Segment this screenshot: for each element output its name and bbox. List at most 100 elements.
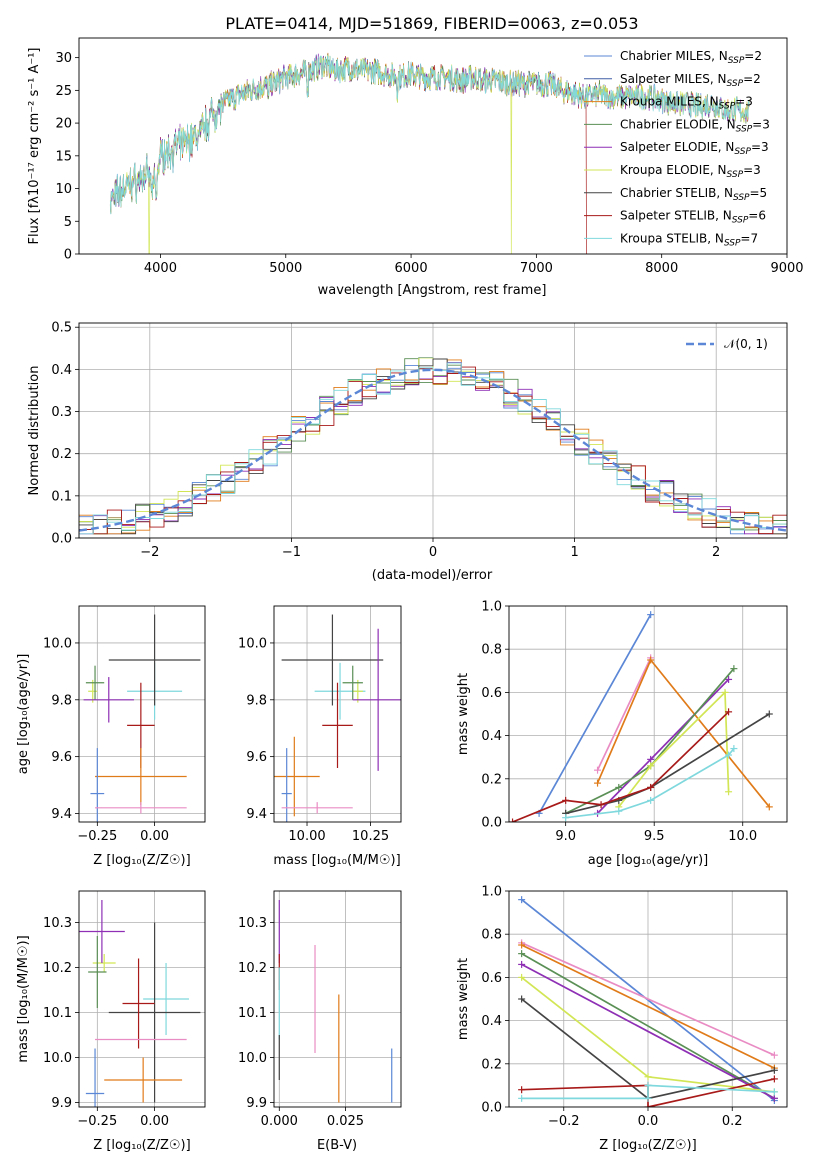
mass_vs_Z-ytick-label: 10.1 (43, 1006, 72, 1021)
mass_weight_vs_age-ylabel: mass weight (456, 673, 471, 755)
legend-label-chabrier-elodie: Chabrier ELODIE, NSSP=3 (620, 117, 770, 134)
legend-count: =3 (735, 95, 753, 109)
mass_vs_ebv-ytick-label: 10.1 (238, 1006, 267, 1021)
mass_weight_vs_Z-plot-area (509, 891, 787, 1107)
mass_vs_Z-xlabel: Z [log₁₀(Z/Z☉)] (93, 1138, 190, 1153)
spectrum-xtick-label: 4000 (144, 261, 177, 276)
plot-layer: 4000 5000 6000 7000 8000 9000051015202530wave… (16, 37, 804, 1153)
mass_vs_ebv-frame (273, 890, 402, 1108)
spectrum-ytick-label: 30 (55, 51, 72, 66)
mass_weight_vs_Z-ytick-label: 0.0 (481, 1101, 502, 1116)
mass_weight_vs_age-frame (508, 605, 788, 823)
age_vs_mass-xtick-label: 10.25 (352, 829, 389, 844)
mass_vs_ebv-ytick-label: 10.3 (238, 916, 267, 931)
age_vs_Z-ylabel: age [log₁₀(age/yr)] (16, 654, 31, 775)
mass_weight_vs_Z-ytick-label: 0.4 (481, 1014, 502, 1029)
mass_weight_vs_Z-line-salpeter-elodie (521, 963, 775, 1100)
residuals-ytick-label: 0.3 (51, 405, 72, 420)
age_vs_Z-plot-area (79, 606, 205, 822)
mass_weight_vs_age-line-pink (596, 657, 652, 771)
mass_vs_ebv-xlabel: E(B-V) (317, 1138, 357, 1153)
mass_weight_vs_age-xtick-label: 9.5 (644, 829, 665, 844)
spectrum-xtick-label: 8000 (645, 261, 678, 276)
mass_weight_vs_age-xlabel: age [log₁₀(age/yr)] (588, 853, 709, 868)
legend-text: Salpeter ELODIE, N (620, 140, 734, 154)
legend-subscript: SSP (728, 56, 745, 66)
age_vs_mass-ytick-label: 10.0 (238, 636, 267, 651)
mass_vs_ebv-ytick-label: 9.9 (246, 1096, 267, 1111)
normal-legend-label: 𝒩(0, 1) (724, 337, 768, 351)
legend-count: =6 (748, 209, 766, 223)
legend-text: Salpeter MILES, N (620, 72, 727, 86)
residuals-xtick-label: 2 (712, 545, 720, 560)
legend-count: =3 (751, 140, 769, 154)
legend-text: Chabrier ELODIE, N (620, 117, 736, 131)
residuals-ytick-label: 0.0 (51, 532, 72, 547)
mass_weight_vs_age-ytick-label: 0.8 (481, 643, 502, 658)
legend-subscript: SSP (727, 79, 744, 89)
age_vs_mass-frame (273, 605, 402, 823)
age_vs_mass-ytick-label: 9.4 (246, 807, 267, 822)
residuals-ylabel: Normed distribution (27, 366, 42, 496)
mass_vs_Z-frame (78, 890, 206, 1108)
spectrum-xtick-label: 7000 (520, 261, 553, 276)
residuals-xlabel: (data-model)/error (372, 568, 493, 583)
legend-label-kroupa-elodie: Kroupa ELODIE, NSSP=3 (620, 163, 761, 180)
legend-text: Kroupa STELIB, N (620, 231, 724, 245)
residuals-ytick-label: 0.5 (51, 321, 72, 336)
legend-text: Chabrier STELIB, N (620, 186, 733, 200)
legend-text: Salpeter STELIB, N (620, 209, 732, 223)
mass_vs_Z-panel: −0.25 0.00 9.9 10.0 10.1 10.2 10.3 Z [log₁₀(Z/Z… (16, 890, 206, 1153)
mass_vs_Z-ytick-label: 10.0 (43, 1051, 72, 1066)
mass_weight_vs_age-line-kroupa-elodie (618, 690, 730, 808)
spectrum-xtick-label: 6000 (395, 261, 428, 276)
legend-text: Chabrier MILES, N (620, 49, 728, 63)
mass_vs_ebv-ytick-label: 10.2 (238, 961, 267, 976)
mass_weight_vs_age-panel: 9.0 9.5 10.0 0.0 0.2 0.4 0.6 0.8 1.0 age [log₁₀(a… (456, 600, 788, 868)
mass_vs_ebv-xtick-label: 0.000 (261, 1114, 298, 1129)
mass_weight_vs_age-line-chabrier-elodie (565, 668, 735, 815)
age_vs_Z-frame (78, 605, 206, 823)
residuals-frame (78, 322, 788, 539)
age_vs_Z-xtick-label: 0.00 (140, 829, 169, 844)
spectrum-ytick-label: 25 (55, 84, 72, 99)
legend-count: =5 (750, 186, 768, 200)
mass_weight_vs_Z-line-pink (521, 942, 775, 1056)
legend-label-salpeter-elodie: Salpeter ELODIE, NSSP=3 (620, 140, 769, 157)
mass_weight_vs_Z-ytick-label: 0.6 (481, 971, 502, 986)
normal-curve (79, 368, 787, 532)
spectrum-ytick-label: 15 (55, 149, 72, 164)
legend-count: =3 (752, 117, 770, 131)
mass_weight_vs_age-ytick-label: 0.0 (481, 816, 502, 831)
mass_weight_vs_Z-ytick-label: 1.0 (481, 885, 502, 900)
mass_vs_ebv-plot-area (274, 891, 401, 1107)
mass_vs_ebv-panel: 0.000 0.025 9.9 10.0 10.1 10.2 10.3 E(B-V) (238, 890, 402, 1153)
mass_weight_vs_Z-panel: −0.2 0.0 0.2 0.0 0.2 0.4 0.6 0.8 1.0 Z [log₁₀(Z/Z… (456, 885, 788, 1153)
mass_weight_vs_Z-frame (508, 890, 788, 1108)
legend-text: Kroupa MILES, N (620, 95, 719, 109)
residuals-xtick-label: 0 (429, 545, 437, 560)
mass_vs_ebv-xtick-label: 0.025 (327, 1114, 364, 1129)
mass_weight_vs_Z-xlabel: Z [log₁₀(Z/Z☉)] (599, 1138, 696, 1153)
mass_weight_vs_age-ytick-label: 0.6 (481, 686, 502, 701)
age_vs_mass-plot-area (274, 606, 401, 822)
spectrum-ytick-label: 5 (64, 215, 72, 230)
mass_vs_Z-xtick-label: −0.25 (77, 1114, 117, 1129)
spectrum-ytick-label: 10 (55, 182, 72, 197)
age_vs_Z-ytick-label: 9.8 (51, 693, 72, 708)
residuals-ytick-label: 0.4 (51, 363, 72, 378)
legend-label-kroupa-stelib: Kroupa STELIB, NSSP=7 (620, 231, 758, 248)
legend-subscript: SSP (724, 238, 741, 248)
residuals-ytick-label: 0.1 (51, 489, 72, 504)
mass_vs_Z-ytick-label: 10.3 (43, 916, 72, 931)
age_vs_Z-ytick-label: 9.6 (51, 750, 72, 765)
mass_weight_vs_Z-xtick-label: −0.2 (548, 1114, 580, 1129)
age_vs_Z-panel: −0.25 0.00 9.4 9.6 9.8 10.0 Z [log₁₀(Z/Z☉)] age… (16, 605, 206, 868)
age_vs_Z-xlabel: Z [log₁₀(Z/Z☉)] (93, 853, 190, 868)
mass_weight_vs_Z-line-chabrier-miles (521, 898, 775, 1102)
mass_weight_vs_Z-line-kroupa-stelib (521, 1084, 775, 1100)
mass_vs_Z-ylabel: mass [log₁₀(M/M☉)] (16, 935, 31, 1062)
spectrum-panel: 4000 5000 6000 7000 8000 9000 0 5 10 15 20 25 30 wave… (27, 37, 804, 298)
mass_weight_vs_Z-line-chabrier-elodie (521, 952, 775, 1100)
